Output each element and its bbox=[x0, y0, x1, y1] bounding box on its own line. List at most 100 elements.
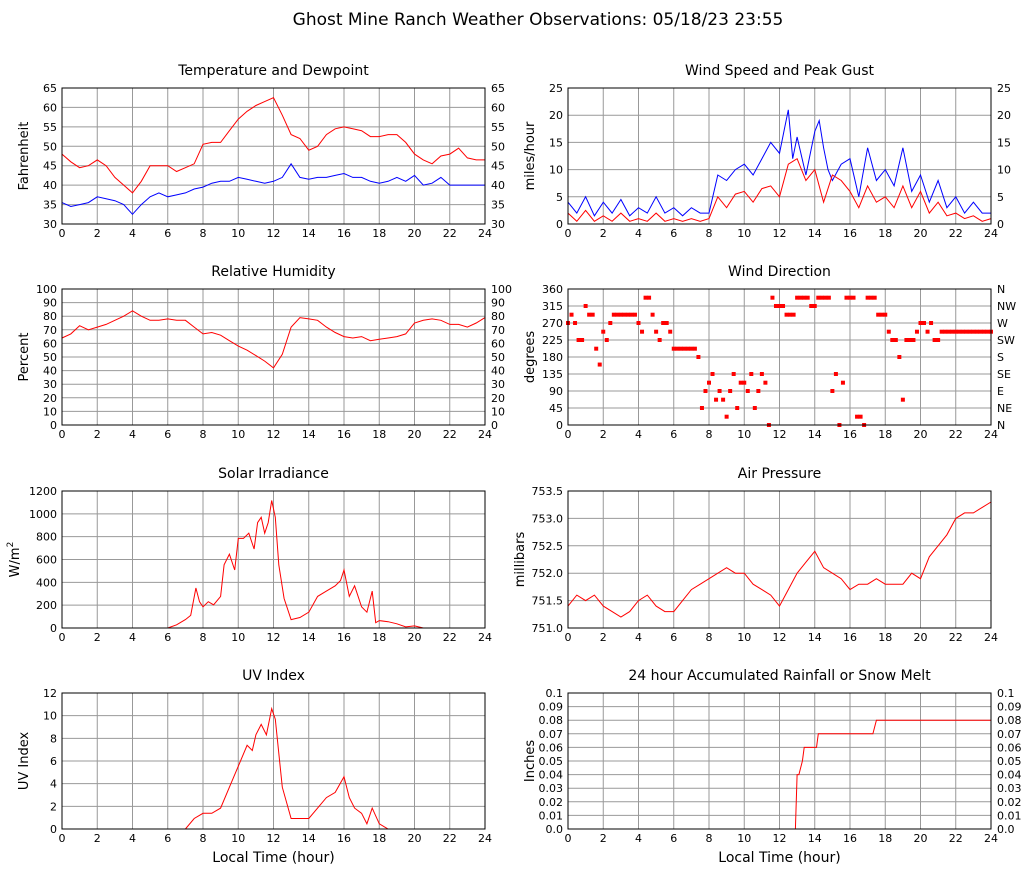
x-tick-label: 22 bbox=[949, 428, 963, 441]
x-tick-label: 24 bbox=[478, 227, 492, 240]
y-tick-label: 753.5 bbox=[532, 485, 564, 498]
x-tick-label: 18 bbox=[878, 832, 892, 845]
y-tick-label: 0 bbox=[50, 823, 57, 836]
y-tick-label: 270 bbox=[542, 317, 563, 330]
wind-direction-point bbox=[953, 329, 958, 334]
x-tick-label: 12 bbox=[773, 428, 787, 441]
wind-direction-point bbox=[650, 312, 655, 317]
wind-direction-point bbox=[922, 321, 927, 325]
x-tick-label: 18 bbox=[372, 631, 386, 644]
x-tick-label: 20 bbox=[408, 631, 422, 644]
wind-direction-point bbox=[622, 312, 627, 317]
y-tick-label: 0.08 bbox=[539, 714, 564, 727]
x-tick-label: 8 bbox=[200, 428, 207, 441]
wind-direction-point bbox=[654, 329, 659, 334]
x-tick-label: 24 bbox=[984, 227, 998, 240]
x-tick-label: 6 bbox=[670, 428, 677, 441]
wind-direction-point bbox=[918, 321, 923, 325]
y-tick-label: 0.04 bbox=[539, 769, 564, 782]
x-tick-label: 22 bbox=[443, 428, 457, 441]
y-tick-label: 15 bbox=[549, 136, 563, 149]
wind-direction-point bbox=[802, 295, 807, 300]
x-tick-label: 2 bbox=[94, 631, 101, 644]
x-tick-label: 10 bbox=[231, 428, 245, 441]
wind-direction-point bbox=[640, 329, 645, 334]
x-tick-label: 16 bbox=[843, 832, 857, 845]
right-y-tick-label: 0.06 bbox=[997, 741, 1022, 754]
x-tick-label: 12 bbox=[267, 631, 281, 644]
x-tick-label: 24 bbox=[478, 428, 492, 441]
wind-direction-point bbox=[745, 389, 750, 393]
wind-direction-point bbox=[950, 329, 955, 334]
x-tick-label: 4 bbox=[635, 832, 642, 845]
wind-direction-point bbox=[957, 329, 962, 334]
x-tick-label: 10 bbox=[231, 227, 245, 240]
y-tick-label: 10 bbox=[43, 405, 57, 418]
uv-series-line-0 bbox=[62, 706, 485, 830]
y-tick-label: 12 bbox=[43, 687, 57, 700]
x-tick-label: 24 bbox=[478, 631, 492, 644]
y-tick-label: 30 bbox=[43, 218, 57, 231]
right-y-tick-label: N bbox=[997, 419, 1005, 432]
right-y-tick-label: NE bbox=[997, 402, 1012, 415]
x-tick-label: 22 bbox=[443, 631, 457, 644]
wind-direction-point bbox=[721, 397, 726, 402]
wind-direction-point bbox=[580, 338, 585, 342]
x-tick-label: 22 bbox=[949, 832, 963, 845]
y-tick-label: 600 bbox=[36, 554, 57, 567]
wind-direction-point bbox=[664, 321, 669, 325]
wind-direction-point bbox=[964, 329, 969, 334]
x-tick-label: 10 bbox=[231, 832, 245, 845]
wind-direction-point bbox=[911, 338, 916, 342]
wind-direction-point bbox=[597, 362, 602, 367]
right-y-tick-label: 0.05 bbox=[997, 755, 1022, 768]
wind-direction-point bbox=[833, 372, 838, 376]
y-tick-label: 55 bbox=[43, 121, 57, 134]
humidity-y-axis-label: Percent bbox=[17, 333, 32, 382]
wind-direction-point bbox=[943, 329, 948, 334]
right-y-tick-label: SW bbox=[997, 334, 1015, 347]
y-tick-label: 0 bbox=[50, 419, 57, 432]
page-title: Ghost Mine Ranch Weather Observations: 0… bbox=[293, 10, 784, 30]
wind-direction-point bbox=[707, 380, 711, 385]
x-tick-label: 14 bbox=[808, 428, 822, 441]
y-tick-label: 80 bbox=[43, 310, 57, 323]
y-tick-label: 60 bbox=[43, 101, 57, 114]
wind-direction-point bbox=[960, 329, 965, 334]
right-y-tick-label: 0.0 bbox=[997, 823, 1015, 836]
y-axis-label-text: Inches bbox=[523, 740, 538, 782]
x-tick-label: 2 bbox=[94, 832, 101, 845]
y-tick-label: 8 bbox=[50, 732, 57, 745]
wind-direction-point bbox=[929, 321, 934, 325]
rainfall-plot-frame bbox=[567, 692, 992, 830]
x-tick-label: 16 bbox=[843, 428, 857, 441]
wind-direction-point bbox=[696, 355, 701, 359]
x-tick-label: 2 bbox=[94, 227, 101, 240]
y-tick-label: 60 bbox=[43, 337, 57, 350]
x-tick-label: 18 bbox=[372, 227, 386, 240]
uv-title: UV Index bbox=[242, 668, 305, 684]
wind-direction-point bbox=[939, 329, 944, 334]
right-y-tick-label: 0.04 bbox=[997, 769, 1022, 782]
rainfall-title: 24 hour Accumulated Rainfall or Snow Mel… bbox=[628, 668, 931, 684]
wind-direction-point bbox=[583, 304, 588, 308]
wind-direction-point bbox=[625, 312, 630, 317]
x-tick-label: 22 bbox=[443, 227, 457, 240]
wind-direction-point bbox=[872, 295, 877, 300]
temperature-series-line-1 bbox=[61, 162, 485, 216]
wind-direction-point bbox=[967, 329, 972, 334]
y-tick-label: 50 bbox=[43, 351, 57, 364]
solar-y-axis-label: W/m2 bbox=[6, 542, 23, 578]
x-tick-label: 14 bbox=[302, 832, 316, 845]
wind-direction-point bbox=[858, 414, 863, 419]
right-y-tick-label: 50 bbox=[491, 140, 505, 153]
wind_direction-plot-frame bbox=[567, 288, 992, 426]
humidity-series-line-0 bbox=[61, 310, 486, 369]
wind-direction-point bbox=[724, 414, 729, 419]
y-tick-label: 0.03 bbox=[539, 782, 564, 795]
x-tick-label: 0 bbox=[565, 227, 572, 240]
right-y-tick-label: 40 bbox=[491, 179, 505, 192]
